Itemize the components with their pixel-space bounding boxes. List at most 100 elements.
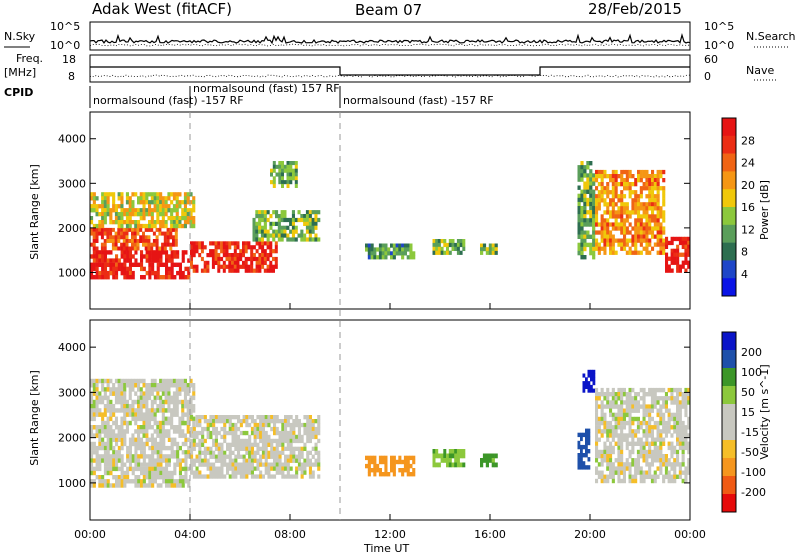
heatmap-cell	[123, 408, 127, 413]
heatmap-cell	[595, 202, 599, 207]
heatmap-cell	[390, 463, 394, 469]
heatmap-cell	[159, 408, 163, 413]
heatmap-cell	[286, 233, 290, 238]
heatmap-cell	[681, 470, 685, 475]
heatmap-cell	[161, 216, 165, 221]
heatmap-cell	[259, 415, 263, 420]
heatmap-cell	[620, 218, 624, 223]
heatmap-cell	[161, 378, 165, 384]
heatmap-cell	[189, 433, 193, 438]
heatmap-cell	[170, 254, 174, 259]
heatmap-cell	[270, 454, 274, 459]
heatmap-cell	[148, 391, 152, 396]
heatmap-cell	[150, 416, 154, 422]
heatmap-cell	[311, 474, 315, 479]
heatmap-cell	[117, 258, 121, 263]
heatmap-cell	[181, 466, 185, 472]
heatmap-cell	[117, 212, 121, 217]
heatmap-cell	[443, 458, 447, 463]
heatmap-cell	[178, 458, 182, 463]
heatmap-cell	[112, 270, 116, 276]
heatmap-cell	[192, 470, 196, 475]
heatmap-cell	[585, 444, 588, 450]
heatmap-cell	[161, 399, 165, 405]
colorbar-frame	[721, 117, 737, 297]
heatmap-cell	[117, 437, 121, 442]
colorbar-swatch	[722, 476, 736, 495]
heatmap-cell	[580, 169, 584, 174]
heatmap-cell	[681, 454, 685, 459]
heatmap-cell	[275, 172, 279, 177]
heatmap-cell	[183, 200, 187, 205]
heatmap-cell	[151, 266, 155, 272]
heatmap-cell	[226, 462, 230, 467]
heatmap-cell	[252, 245, 256, 250]
heatmap-cell	[206, 458, 210, 463]
heatmap-cell	[128, 246, 132, 251]
heatmap-cell	[656, 169, 660, 175]
heatmap-cell	[620, 214, 624, 219]
heatmap-cell	[667, 474, 671, 479]
heatmap-cell	[636, 416, 640, 422]
heatmap-cell	[106, 200, 110, 205]
heatmap-cell	[617, 408, 621, 413]
heatmap-cell	[255, 264, 259, 269]
heatmap-cell	[181, 258, 185, 263]
heatmap-cell	[190, 470, 194, 475]
heatmap-cell	[181, 383, 185, 388]
heatmap-cell	[172, 192, 176, 197]
heatmap-cell	[175, 404, 179, 409]
heatmap-cell	[317, 419, 321, 424]
heatmap-cell	[178, 378, 182, 384]
heatmap-cell	[126, 258, 130, 263]
heatmap-cell	[642, 470, 646, 475]
heatmap-cell	[636, 400, 640, 405]
heatmap-cell	[92, 387, 96, 392]
heatmap-cell	[145, 412, 149, 417]
heatmap-cell	[156, 208, 160, 213]
heatmap-cell	[270, 462, 274, 467]
heatmap-cell	[403, 468, 407, 473]
heatmap-cell	[676, 425, 680, 430]
heatmap-cell	[186, 196, 190, 201]
heatmap-cell	[614, 429, 618, 434]
heatmap-cell	[231, 462, 235, 467]
heatmap-cell	[167, 437, 171, 442]
heatmap-cell	[634, 238, 638, 243]
heatmap-cell	[255, 241, 259, 246]
heatmap-cell	[125, 383, 129, 388]
heatmap-cell	[609, 230, 613, 235]
heatmap-cell	[308, 450, 312, 455]
heatmap-cell	[90, 433, 94, 438]
heatmap-cell	[184, 266, 188, 272]
heatmap-cell	[611, 404, 615, 409]
heatmap-cell	[480, 250, 484, 255]
heatmap-cell	[263, 256, 267, 262]
heatmap-cell	[220, 415, 224, 420]
heatmap-cell	[620, 408, 624, 413]
heatmap-cell	[195, 470, 199, 475]
heatmap-cell	[95, 262, 99, 267]
heatmap-cell	[284, 415, 288, 420]
heatmap-cell	[595, 178, 599, 183]
freq-panel: Freq. [MHz] 18 8 60 0 Nave	[4, 52, 778, 83]
heatmap-cell	[114, 399, 118, 405]
heatmap-cell	[456, 250, 460, 255]
heatmap-cell	[128, 378, 132, 384]
heatmap-cell	[189, 216, 193, 221]
heatmap-cell	[134, 223, 138, 229]
heatmap-cell	[295, 434, 299, 440]
heatmap-cell	[92, 433, 96, 438]
heatmap-cell	[167, 462, 171, 467]
heatmap-cell	[617, 425, 621, 430]
heatmap-cell	[595, 206, 599, 211]
heatmap-cell	[103, 391, 107, 396]
heatmap-cell	[247, 264, 251, 269]
heatmap-cell	[645, 194, 649, 199]
heatmap-cell	[670, 387, 674, 393]
heatmap-cell	[631, 474, 635, 479]
heatmap-cell	[403, 247, 407, 252]
heatmap-cell	[170, 425, 174, 430]
heatmap-cell	[92, 250, 96, 255]
